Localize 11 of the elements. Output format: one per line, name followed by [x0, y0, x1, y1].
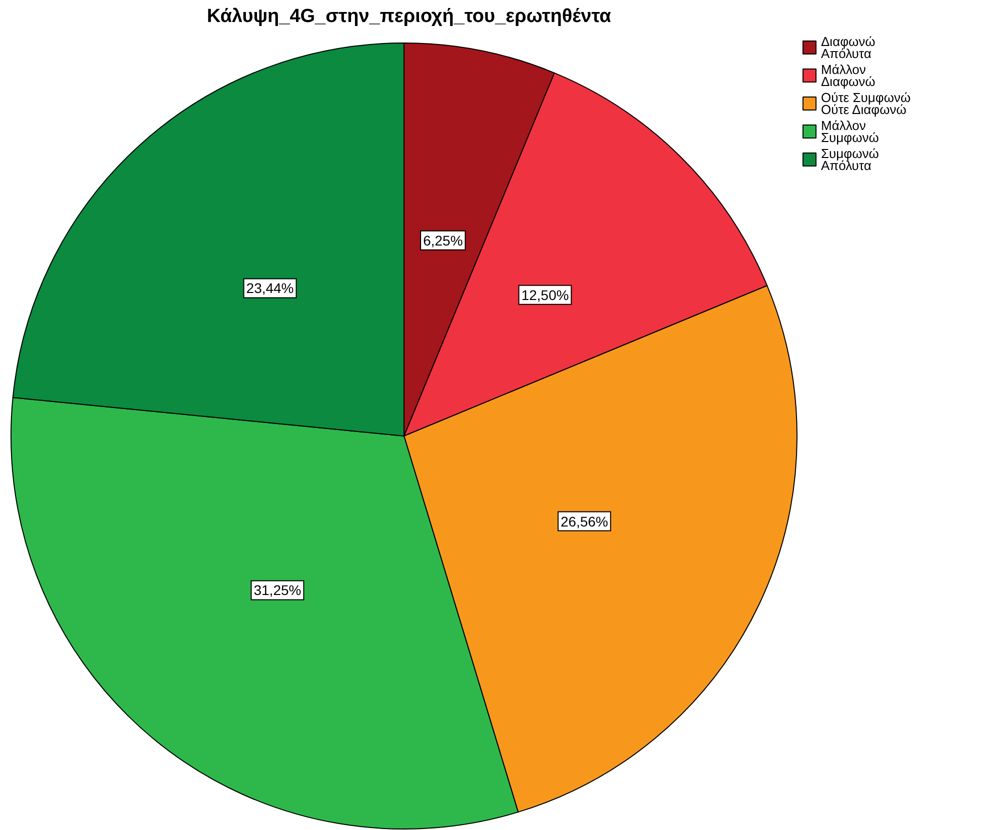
data-label: 31,25%	[254, 582, 302, 598]
data-label: 12,50%	[521, 286, 569, 303]
legend-label: Μάλλον Διαφωνώ	[821, 62, 876, 89]
data-label: 23,44%	[246, 280, 294, 296]
legend-label: Μάλλον Συμφωνώ	[821, 118, 879, 145]
legend-label: Συμφωνώ Απόλυτα	[821, 146, 882, 173]
legend-label: Διαφωνώ Απόλυτα	[821, 34, 879, 61]
data-label: 26,56%	[560, 513, 608, 530]
legend-label: Ούτε Συμφωνώ Ούτε Διαφωνώ	[821, 90, 914, 117]
data-label: 6,25%	[423, 232, 463, 248]
chart-title: Κάλυψη_4G_στην_περιοχή_του_ερωτηθέντα	[206, 6, 612, 27]
